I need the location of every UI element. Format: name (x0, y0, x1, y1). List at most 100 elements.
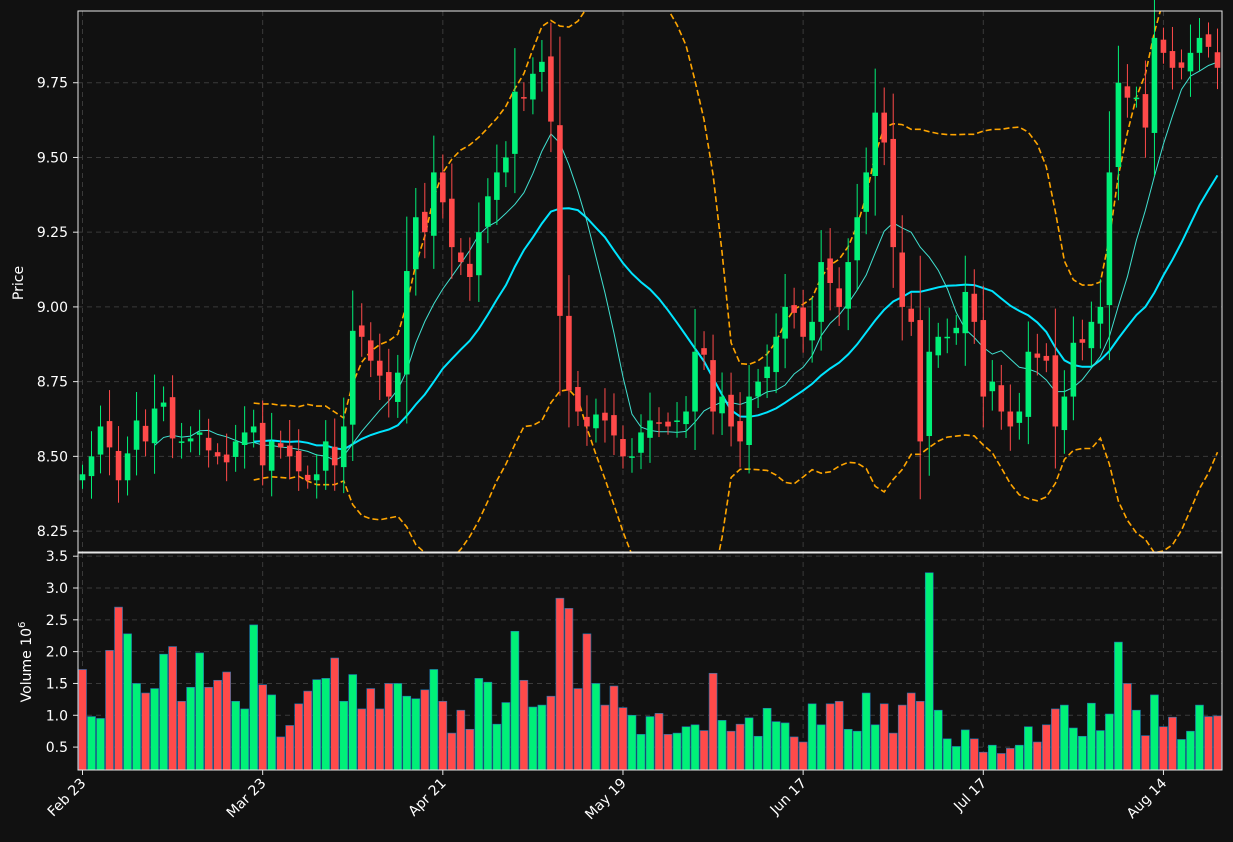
volume-bar (906, 692, 916, 771)
volume-bar (582, 633, 592, 771)
volume-bar (915, 700, 925, 771)
volume-bar (429, 669, 439, 771)
candle-body (268, 441, 275, 471)
candle-body (1088, 321, 1095, 349)
candle-body (1115, 82, 1122, 168)
candle-body (521, 97, 527, 99)
volume-bar (339, 700, 349, 771)
candle-body (980, 320, 987, 397)
volume-bar (1195, 704, 1204, 771)
candle-body (701, 348, 707, 355)
candle-body (458, 252, 464, 263)
volume-bar (366, 688, 376, 771)
candle-body (241, 432, 248, 445)
volume-bar (204, 686, 213, 771)
candle-body (1124, 86, 1131, 98)
candle-body (728, 394, 734, 427)
candle-body (566, 315, 572, 391)
candle-body (1097, 306, 1104, 324)
price-tick-label: 8.75 (37, 375, 68, 391)
candle-body (593, 414, 599, 429)
volume-bar (780, 722, 790, 771)
volume-axis-label: Volume 10 (19, 628, 35, 702)
volume-bars (78, 572, 1222, 771)
candle-body (620, 439, 626, 457)
candle-body (97, 426, 104, 455)
candle-body (719, 396, 725, 414)
candle-body (1052, 355, 1059, 427)
volume-bar (699, 730, 709, 771)
volume-bar (987, 744, 997, 771)
volume-bar (636, 734, 646, 771)
volume-axis-title: Volume 106 (17, 622, 35, 703)
volume-bar (1033, 741, 1042, 771)
candle-body (935, 336, 942, 356)
volume-bar (753, 735, 763, 771)
candle-body (358, 325, 365, 337)
candle-body (440, 172, 446, 203)
volume-bar (168, 646, 177, 771)
volume-bar (510, 630, 520, 771)
volume-tick-label: 1.5 (46, 676, 68, 692)
volume-bar (465, 728, 475, 771)
candle-body (467, 263, 473, 278)
volume-bar (1213, 715, 1222, 771)
volume-bar (762, 707, 772, 771)
candle-body (196, 432, 203, 435)
volume-bar (618, 707, 628, 771)
volume-bar (879, 703, 889, 771)
candle-body (953, 327, 960, 334)
candle-body (863, 172, 869, 212)
upper-band-line (253, 11, 1162, 420)
candle-body (349, 330, 356, 425)
volume-bar (123, 633, 132, 771)
candle-body (665, 421, 671, 427)
candle-body (106, 421, 113, 448)
candle-body (259, 422, 266, 466)
candle-body (1214, 52, 1221, 68)
volume-bar (843, 728, 853, 771)
price-tick-label: 9.25 (37, 225, 68, 241)
volume-panel-frame (77, 552, 1223, 771)
volume-bar (213, 679, 222, 771)
slow-moving-average-line (253, 174, 1219, 451)
volume-bar (555, 597, 565, 771)
candle-body (169, 397, 176, 439)
volume-bar (1105, 713, 1114, 771)
candle-body (773, 336, 779, 373)
volume-bar (627, 714, 637, 771)
candle-body (322, 441, 329, 471)
candle-body (1016, 411, 1023, 423)
candle-body (881, 112, 887, 143)
volume-bar (825, 703, 835, 771)
candle-body (890, 138, 897, 248)
volume-bar (87, 716, 96, 771)
candle-body (989, 381, 996, 392)
candle-body (151, 408, 158, 444)
volume-bar (564, 608, 574, 771)
volume-bar (384, 683, 394, 771)
volume-bar (1096, 730, 1105, 771)
candle-body (1151, 37, 1158, 133)
volume-bar (411, 698, 421, 771)
candle-body (1043, 355, 1050, 361)
volume-bar (114, 606, 123, 771)
candle-body (647, 420, 653, 438)
candle-body (602, 412, 608, 421)
volume-bar (807, 703, 817, 771)
volume-bar (834, 700, 844, 771)
volume-axis-exponent: 6 (17, 622, 28, 628)
volume-bar (492, 723, 502, 771)
candle-body (791, 305, 797, 313)
price-tick-label: 9.50 (37, 150, 68, 166)
volume-bar (1042, 724, 1051, 771)
candle-body (1133, 97, 1140, 100)
volume-bar (969, 738, 979, 771)
volume-bar (997, 753, 1006, 771)
volume-tick-label: 0.5 (46, 740, 68, 756)
candle-body (629, 456, 635, 458)
candle-body (746, 396, 752, 445)
candle-body (683, 411, 689, 425)
volume-bar (690, 724, 700, 771)
candle-body (638, 432, 644, 453)
